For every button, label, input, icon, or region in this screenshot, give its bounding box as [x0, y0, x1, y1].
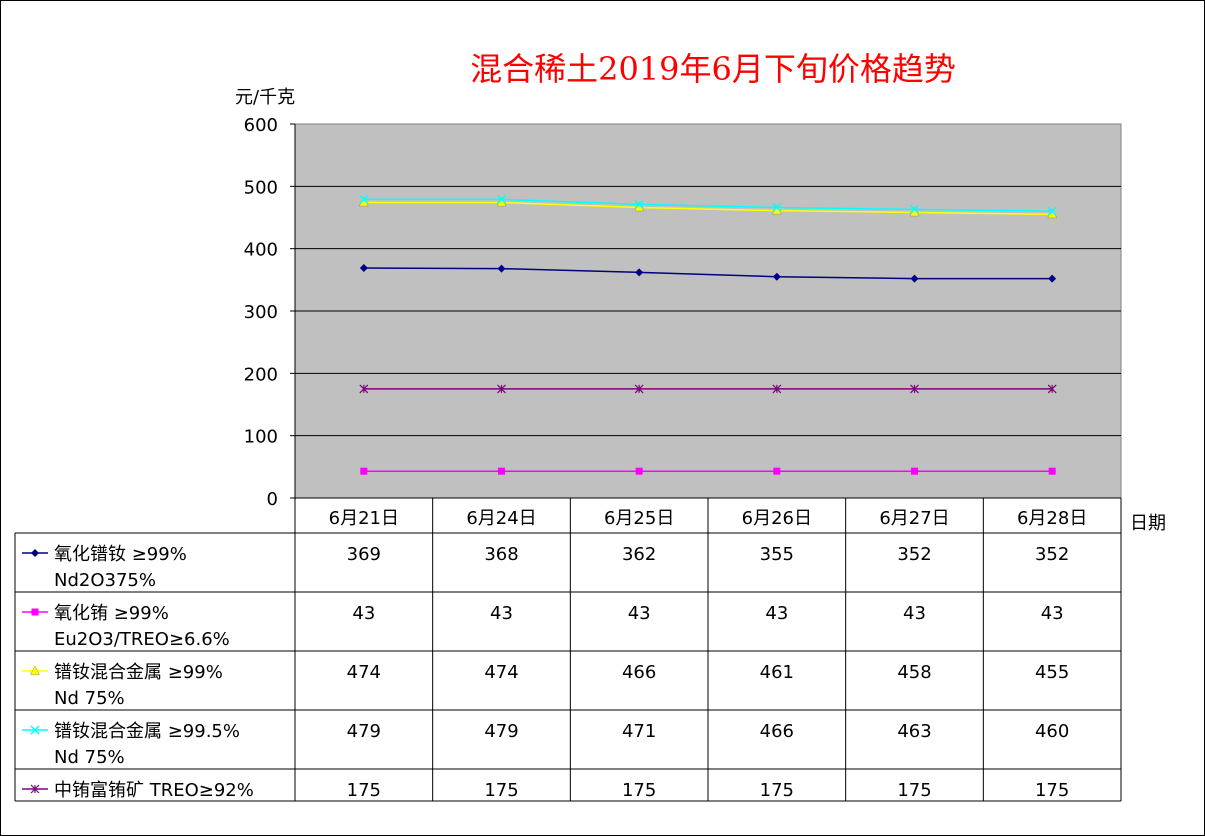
data-label: 479 [484, 721, 518, 742]
data-point [910, 274, 919, 283]
data-point [1047, 206, 1057, 216]
plot-area: 0 100 200 300 400 500 600 [244, 115, 1122, 510]
data-point [359, 263, 368, 272]
legend-label-detail: Nd2O375% [54, 570, 156, 591]
x-tick-label: 6月26日 [742, 508, 812, 529]
data-label: 43 [1041, 603, 1064, 624]
legend-label-detail: Nd 75% [54, 747, 125, 768]
y-tick-label: 300 [244, 302, 278, 323]
data-label: 479 [347, 721, 381, 742]
data-label: 355 [760, 544, 794, 565]
data-point [498, 467, 505, 475]
data-label: 175 [622, 780, 656, 801]
data-label: 43 [490, 603, 513, 624]
data-point [359, 384, 369, 394]
data-point [31, 608, 39, 616]
x-tick-label: 6月24日 [466, 508, 536, 529]
y-tick-label: 100 [244, 427, 278, 448]
y-tick-label: 400 [244, 240, 278, 261]
series-line [363, 267, 1053, 280]
data-label: 175 [484, 780, 518, 801]
data-label: 43 [903, 603, 926, 624]
data-label: 175 [1035, 780, 1069, 801]
data-point [497, 264, 506, 273]
x-tick-label: 6月21日 [329, 508, 399, 529]
data-label: 175 [897, 780, 931, 801]
y-tick-label: 0 [267, 489, 278, 510]
data-label: 352 [897, 544, 931, 565]
data-label: 474 [347, 662, 381, 683]
data-label: 369 [347, 544, 381, 565]
data-point [1048, 274, 1057, 283]
data-label: 43 [352, 603, 375, 624]
legend-label: 镨钕混合金属 ≥99.5% [54, 721, 240, 742]
data-point [635, 268, 644, 277]
data-point [30, 665, 40, 675]
data-label: 463 [897, 721, 931, 742]
data-point [772, 384, 782, 394]
data-point [634, 199, 644, 209]
series [359, 384, 1057, 394]
series [360, 467, 1056, 475]
data-label: 362 [622, 544, 656, 565]
data-label: 461 [760, 662, 794, 683]
data-label: 43 [765, 603, 788, 624]
legend-label: 氧化镨钕 ≥99% [54, 544, 187, 565]
data-label: 460 [1035, 721, 1069, 742]
data-point [31, 549, 39, 557]
series [359, 194, 1057, 216]
data-point [359, 194, 369, 204]
y-tick-label: 500 [244, 177, 278, 198]
data-point [360, 467, 368, 475]
series-line [363, 201, 1053, 216]
series-line [363, 198, 1053, 213]
legend-label-detail: Eu2O3/TREO≥6.6% [54, 629, 230, 650]
data-point [909, 204, 920, 214]
y-tick-label: 600 [244, 115, 278, 136]
y-axis-label: 元/千克 [235, 87, 295, 108]
data-label: 471 [622, 721, 656, 742]
legend-label: 中铕富铕矿 TREO≥92% [54, 780, 254, 801]
data-point [496, 194, 507, 204]
data-point [911, 467, 918, 475]
legend-label: 镨钕混合金属 ≥99% [54, 662, 223, 683]
data-point [772, 272, 781, 281]
data-label: 466 [622, 662, 656, 683]
data-point [30, 784, 40, 794]
legend-label-detail: Nd 75% [54, 688, 125, 709]
y-tick-label: 200 [244, 364, 278, 385]
data-label: 175 [347, 780, 381, 801]
data-point [30, 725, 40, 735]
data-point [497, 384, 506, 394]
data-label: 458 [897, 662, 931, 683]
x-tick-label: 6月25日 [604, 508, 674, 529]
data-point [773, 467, 781, 475]
data-point [635, 467, 643, 475]
data-point [772, 202, 782, 213]
data-label: 352 [1035, 544, 1069, 565]
chart-title: 混合稀土2019年6月下旬价格趋势 [470, 50, 956, 88]
legend-label: 氧化铕 ≥99% [54, 603, 169, 624]
data-label: 455 [1035, 662, 1069, 683]
data-label: 474 [484, 662, 518, 683]
x-tick-label: 6月28日 [1017, 508, 1087, 529]
data-point [910, 384, 919, 394]
series [359, 263, 1057, 283]
data-label: 466 [760, 721, 794, 742]
data-label: 43 [628, 603, 651, 624]
x-tick-label: 6月27日 [879, 508, 949, 529]
x-axis-label: 日期 [1130, 513, 1166, 534]
data-point [1048, 467, 1056, 475]
data-point [634, 384, 644, 394]
data-point [1047, 384, 1057, 394]
data-label: 175 [760, 780, 794, 801]
data-label: 368 [484, 544, 518, 565]
